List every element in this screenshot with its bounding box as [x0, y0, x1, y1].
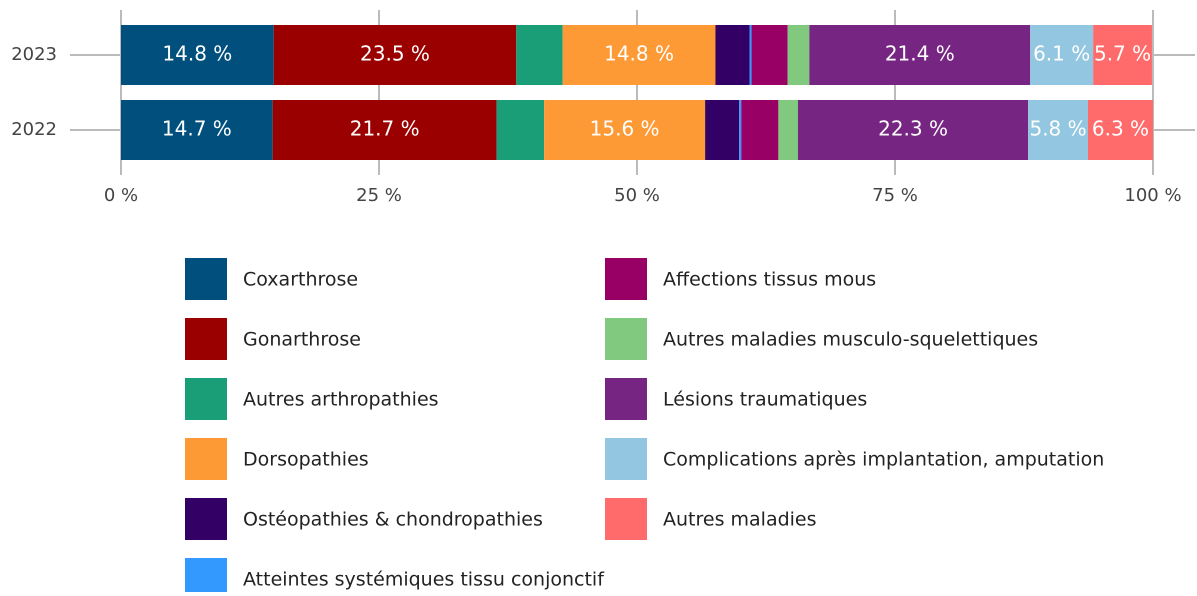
- bar-segment: [496, 100, 545, 160]
- bar-segment: [516, 25, 563, 85]
- bar-segment: [809, 25, 1031, 85]
- bar-segment: [715, 25, 750, 85]
- value-label: 6.3 %: [1092, 117, 1149, 141]
- bar-segment: [797, 100, 1029, 160]
- legend-swatch: [185, 378, 227, 420]
- x-tick-label: 0 %: [104, 185, 138, 206]
- legend-label: Autres maladies: [663, 509, 817, 531]
- bar-segment: [1087, 100, 1153, 160]
- y-tick-label: 2023: [11, 44, 57, 65]
- legend-label: Dorsopathies: [243, 449, 369, 471]
- legend-swatch: [185, 558, 227, 596]
- legend-swatch: [605, 258, 647, 300]
- bar-segment: [1028, 100, 1088, 160]
- bar-segment: [705, 100, 740, 160]
- bar-segment: [1030, 25, 1094, 85]
- value-label: 22.3 %: [878, 117, 948, 141]
- bar-segment: [121, 25, 274, 85]
- legend-swatch: [185, 438, 227, 480]
- legend-swatch: [605, 378, 647, 420]
- bar-segment: [778, 100, 798, 160]
- bar-segment: [121, 100, 273, 160]
- value-label: 5.8 %: [1029, 117, 1086, 141]
- legend-swatch: [185, 498, 227, 540]
- x-tick-label: 75 %: [872, 185, 918, 206]
- bar-segment: [787, 25, 810, 85]
- value-label: 14.8 %: [604, 42, 674, 66]
- bar-segment: [273, 25, 517, 85]
- legend-swatch: [185, 318, 227, 360]
- value-label: 21.7 %: [350, 117, 420, 141]
- value-label: 14.8 %: [162, 42, 232, 66]
- legend-swatch: [605, 438, 647, 480]
- legend-label: Gonarthrose: [243, 329, 361, 351]
- legend-swatch: [185, 258, 227, 300]
- legend-swatch: [605, 318, 647, 360]
- legend-label: Affections tissus mous: [663, 269, 876, 291]
- bar-segment: [544, 100, 706, 160]
- legend-label: Lésions traumatiques: [663, 389, 867, 411]
- bar-segment: [1093, 25, 1152, 85]
- bar-segment: [751, 25, 788, 85]
- bar-segment: [272, 100, 497, 160]
- legend-label: Atteintes systémiques tissu conjonctif: [243, 569, 605, 591]
- legend-label: Autres arthropathies: [243, 389, 439, 411]
- x-tick-label: 100 %: [1124, 185, 1181, 206]
- y-tick-label: 2022: [11, 119, 57, 140]
- value-label: 6.1 %: [1033, 42, 1090, 66]
- value-label: 23.5 %: [360, 42, 430, 66]
- x-tick-label: 50 %: [614, 185, 660, 206]
- legend-label: Complications après implantation, amputa…: [663, 449, 1104, 471]
- legend-label: Coxarthrose: [243, 269, 358, 291]
- bar-segment: [562, 25, 716, 85]
- bar-segment: [739, 100, 742, 160]
- value-label: 5.7 %: [1094, 42, 1151, 66]
- value-label: 15.6 %: [590, 117, 660, 141]
- x-tick-label: 25 %: [356, 185, 402, 206]
- value-label: 21.4 %: [885, 42, 955, 66]
- bar-segment: [741, 100, 779, 160]
- value-label: 14.7 %: [162, 117, 232, 141]
- legend-label: Autres maladies musculo-squelettiques: [663, 329, 1038, 351]
- bar-segment: [749, 25, 752, 85]
- legend-swatch: [605, 498, 647, 540]
- legend-label: Ostéopathies & chondropathies: [243, 509, 543, 531]
